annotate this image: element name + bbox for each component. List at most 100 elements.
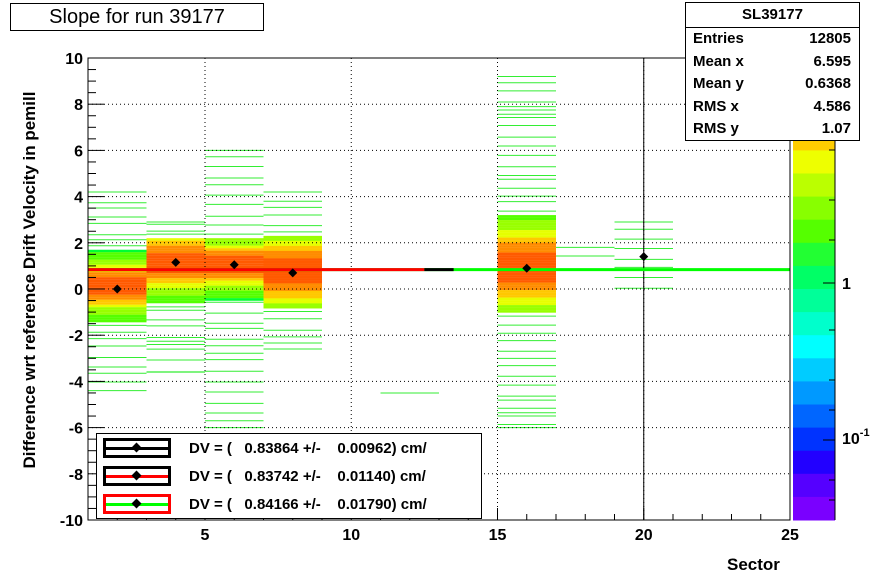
heatmap-cell [497,225,556,228]
x-tick-label: 15 [489,527,507,544]
heatmap-cell [146,273,205,276]
heatmap-cell [263,303,322,306]
profile-points [112,252,649,294]
y-tick-label: 6 [74,143,83,160]
heatmap-cell [205,243,264,246]
heatmap-cell [497,217,556,221]
heatmap-cell [146,280,205,284]
heatmap-cell [146,248,205,251]
x-tick-label: 10 [342,527,360,544]
x-tick-label: 5 [201,527,210,544]
legend-marker [131,442,142,453]
heatmap-cell [205,288,264,291]
heatmap-cell [497,295,556,298]
heatmap-cell [497,297,556,301]
stats-row: Mean x 6.595 [686,51,859,74]
heatmap-cell [88,254,147,258]
heatmap-cell [497,257,556,261]
y-tick-label: 8 [74,97,83,114]
heatmap-cell [497,232,556,236]
heatmap-cell [146,253,205,256]
heatmap-cell [205,275,264,279]
heatmap-cell [88,294,147,298]
heatmap-cell [263,248,322,251]
heatmap-cell [88,292,147,295]
heatmap-cell [205,283,264,286]
heatmap-cell [146,290,205,294]
heatmap-cell [263,278,322,281]
heatmap-cell [146,288,205,291]
heatmap-cell [263,300,322,304]
heatmap-cell [205,258,264,261]
heatmap-cell [146,265,205,269]
stats-row: Entries 12805 [686,28,859,51]
legend-symbol [103,438,171,458]
y-axis-label: Difference wrt reference Drift Velocity … [20,91,39,469]
colorbar-swatch [793,358,835,382]
heatmap-cell [497,302,556,306]
heatmap-cell [497,237,556,241]
heatmap-cell [497,292,556,296]
heatmap-cell [263,258,322,261]
heatmap-cell [263,238,322,241]
heatmap-cell [497,250,556,253]
heatmap-cell [497,222,556,226]
heatmap-cell [205,293,264,296]
stats-value: 12805 [809,30,851,47]
legend-marker [131,470,142,481]
heatmap-cell [497,230,556,233]
x-axis-label: Sector [727,555,780,574]
heatmap-cell [263,288,322,291]
heatmap-cell [146,298,205,301]
profile-point [171,257,181,267]
x-tick-label: 20 [635,527,653,544]
heatmap-cell [205,295,264,299]
heatmap-cell [146,245,205,249]
heatmap-cell [146,275,205,279]
colorbar-swatch [793,289,835,313]
stats-box: SL39177 Entries 12805 Mean x 6.595 Mean y 0… [685,2,860,141]
heatmap-cell [88,259,147,263]
legend-entry: DV = ( 0.83742 +/- 0.01140) cm/ [97,464,481,490]
y-tick-label: -4 [69,374,83,391]
y-tick-label: -8 [69,467,83,484]
colorbar-swatch [793,473,835,498]
heatmap-cell [497,282,556,286]
heatmap-cell [497,272,556,276]
heatmap-cell [146,283,205,286]
heatmap-cell [205,240,264,244]
heatmap-cell [88,317,147,320]
heatmap-cell [263,285,322,289]
legend-entry: DV = ( 0.83864 +/- 0.00962) cm/ [97,436,481,462]
heatmap-cell [146,278,205,281]
heatmap-cell [497,305,556,308]
heatmap-cell [497,227,556,231]
heatmap-cell [88,304,147,308]
heatmap-cell [88,274,147,278]
heatmap-cell [263,250,322,254]
heatmap-cell [497,285,556,288]
heatmap-cell [146,255,205,259]
y-tick-label: 4 [74,190,83,207]
heatmap-cell [497,310,556,313]
profile-point [229,260,239,270]
heatmap-cell [205,270,264,274]
stats-label: Mean x [693,52,744,70]
colorbar-swatch [793,427,835,452]
stats-row: RMS y 1.07 [686,118,859,141]
profile-point [522,263,532,273]
stats-value: 1.07 [821,120,851,138]
heatmap-cell [146,243,205,246]
heatmap-cell [205,273,264,276]
heatmap-cell [497,240,556,243]
heatmap-cell [88,299,147,303]
heatmap-cell [88,319,147,323]
heatmap-cell [88,257,147,260]
heatmap-cell [88,297,147,300]
legend-marker [131,498,142,509]
heatmap-cell [205,278,264,281]
heatmap-cell [497,287,556,291]
colorbar-label-exponent: -1 [860,427,870,439]
heatmap-cell [205,245,264,249]
